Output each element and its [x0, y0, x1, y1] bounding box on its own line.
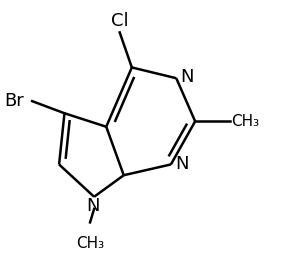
Text: N: N	[86, 197, 100, 215]
Text: N: N	[175, 155, 188, 174]
Text: N: N	[180, 68, 194, 86]
Text: CH₃: CH₃	[76, 236, 104, 251]
Text: Br: Br	[4, 92, 24, 110]
Text: Cl: Cl	[111, 12, 128, 30]
Text: CH₃: CH₃	[232, 114, 260, 129]
